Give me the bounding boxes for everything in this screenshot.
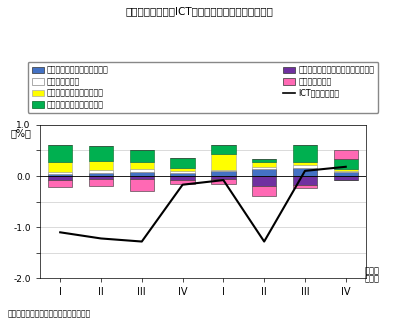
Bar (129, 172, 154, 176)
Bar (48, 162, 72, 172)
Bar (211, 145, 236, 155)
Bar (129, 179, 154, 191)
Bar (252, 162, 276, 167)
Bar (293, 145, 317, 162)
Bar (89, 146, 113, 161)
Bar (170, 180, 195, 184)
Bar (129, 169, 154, 172)
Bar (293, 165, 317, 168)
Bar (129, 162, 154, 169)
Bar (252, 186, 276, 196)
Bar (129, 150, 154, 162)
Bar (89, 173, 113, 176)
Bar (252, 167, 276, 169)
Bar (48, 172, 72, 174)
Bar (252, 159, 276, 162)
Bar (211, 155, 236, 170)
Bar (48, 145, 72, 162)
Bar (334, 159, 358, 169)
Bar (48, 176, 72, 180)
Bar (334, 150, 358, 159)
Text: 輸出総額に占めるICT関連輸出（品目別）の寄与度: 輸出総額に占めるICT関連輸出（品目別）の寄与度 (125, 6, 273, 16)
Text: （出所）財務省「貿易統計」から作成。: （出所）財務省「貿易統計」から作成。 (8, 309, 91, 318)
Bar (211, 172, 236, 176)
Bar (211, 179, 236, 184)
Bar (293, 168, 317, 176)
Bar (252, 169, 276, 176)
Bar (129, 176, 154, 179)
Bar (334, 169, 358, 171)
Bar (48, 180, 72, 187)
Bar (293, 185, 317, 188)
Text: （年）: （年） (365, 275, 380, 284)
Bar (170, 171, 195, 173)
Bar (170, 173, 195, 176)
Bar (211, 176, 236, 179)
Bar (211, 170, 236, 172)
Text: （期）: （期） (365, 266, 380, 275)
Bar (334, 172, 358, 176)
Bar (170, 168, 195, 171)
Bar (170, 176, 195, 180)
Bar (334, 171, 358, 172)
Bar (293, 176, 317, 185)
Bar (334, 176, 358, 180)
Bar (170, 157, 195, 168)
Bar (89, 170, 113, 173)
Bar (293, 162, 317, 165)
Text: （%）: （%） (10, 128, 31, 138)
Legend: 電算機類（含部品）・寄与度, 通信機・寄与度, 半導体等電子部品・寄与度, 半導体等製造装置・寄与度, 音響・映像機器（含部品）・寄与度, その他・寄与度, I: 電算機類（含部品）・寄与度, 通信機・寄与度, 半導体等電子部品・寄与度, 半導… (27, 62, 378, 113)
Bar (89, 161, 113, 170)
Bar (89, 179, 113, 186)
Bar (252, 176, 276, 186)
Bar (48, 174, 72, 176)
Bar (89, 176, 113, 179)
